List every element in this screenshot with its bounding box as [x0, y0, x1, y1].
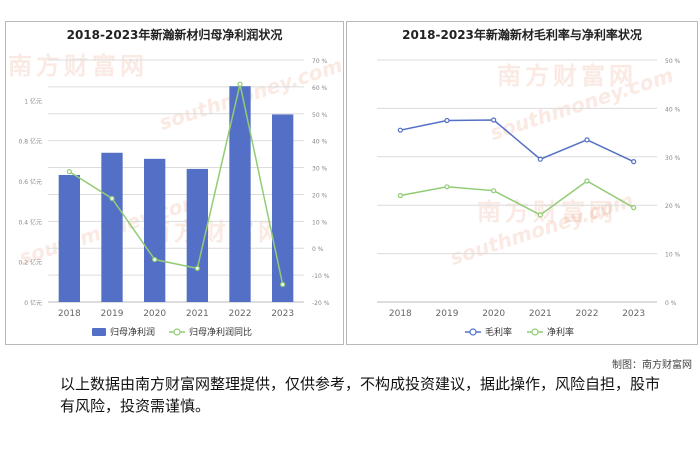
line-point: [152, 256, 158, 263]
chart-panel-net-profit: 南方财富网 南方财富网 southmoney.com southmoney.co…: [5, 21, 344, 345]
line-point: [491, 117, 497, 123]
line-point: [537, 212, 543, 218]
line-point: [584, 178, 590, 184]
line-point: [444, 184, 450, 190]
y-right-tick-label: 20 %: [312, 192, 328, 199]
bar: [144, 158, 166, 302]
x-tick-label: 2019: [436, 309, 459, 319]
y-right-tick-label: 60 %: [312, 85, 328, 92]
y-right-tick-label: 40 %: [665, 106, 681, 113]
bar: [229, 86, 251, 302]
legend-swatch-point: [173, 328, 181, 336]
line-point: [194, 265, 200, 271]
bar: [101, 152, 123, 302]
y-left-tick-label: 0 亿元: [24, 299, 42, 307]
legend-label: 归母净利润: [110, 326, 155, 338]
legend-swatch-point: [469, 328, 477, 336]
legend-swatch-point: [531, 328, 539, 336]
y-right-tick-label: 10 %: [312, 219, 328, 226]
x-tick-label: 2018: [58, 309, 81, 319]
x-tick-label: 2020: [143, 309, 166, 319]
y-right-tick-label: 50 %: [312, 112, 328, 119]
line-point: [631, 159, 637, 165]
y-left-tick-label: 0.2 亿元: [19, 259, 42, 267]
series-line: [400, 180, 635, 216]
line-point: [237, 81, 243, 87]
disclaimer-text: 以上数据由南方财富网整理提供，仅供参考，不构成投资建议，据此操作，风险自担，股市…: [60, 375, 661, 415]
line-point: [584, 137, 590, 143]
x-tick-label: 2020: [482, 309, 505, 319]
line-point: [397, 127, 403, 133]
y-right-tick-label: 20 %: [665, 203, 681, 210]
y-right-tick-label: 40 %: [312, 139, 328, 146]
bar: [58, 174, 80, 302]
x-tick-label: 2018: [389, 309, 412, 319]
series-line-yoy: [68, 84, 284, 285]
series-line: [400, 119, 634, 163]
line-point: [280, 281, 286, 288]
legend-label: 毛利率: [485, 326, 512, 338]
x-tick-label: 2019: [101, 309, 124, 319]
bar: [186, 168, 208, 302]
y-right-tick-label: -20 %: [312, 300, 330, 307]
x-tick-label: 2022: [576, 309, 599, 319]
line-point: [109, 195, 115, 202]
y-left-tick-label: 0.8 亿元: [19, 138, 42, 146]
y-right-tick-label: 50 %: [665, 58, 681, 65]
y-left-tick-label: 0.6 亿元: [19, 178, 42, 186]
net-profit-chart: -20 % -10 % 0 % 10 % 20 % 30 % 40 % 50 % 60 % 70 …: [19, 58, 330, 338]
chart-panel-margins: 南方财富网 南方财富网 southmoney.com southmoney.co…: [346, 21, 698, 345]
chart-credit: 制图：南方财富网: [612, 360, 692, 371]
line-point: [397, 192, 403, 199]
y-left-tick-label: 0.4 亿元: [19, 218, 42, 226]
y-right-tick-label: 10 %: [665, 252, 681, 259]
margins-chart: 0 % 10 % 20 % 30 % 40 % 50 % 2018 2019 2020 2021 2…: [377, 58, 681, 338]
y-right-tick-label: 70 %: [312, 58, 328, 65]
x-tick-label: 2022: [229, 309, 252, 319]
line-point: [537, 156, 543, 162]
y-right-tick-label: 0 %: [665, 300, 677, 307]
x-tick-label: 2021: [529, 309, 552, 319]
bar: [272, 114, 294, 302]
y-right-tick-label: 30 %: [312, 166, 328, 173]
y-right-tick-label: 30 %: [665, 155, 681, 162]
legend-swatch-bar: [92, 328, 106, 336]
line-point: [66, 168, 72, 175]
line-point: [444, 117, 450, 124]
x-tick-label: 2023: [271, 309, 294, 319]
y-left-tick-label: 1 亿元: [24, 97, 42, 105]
x-tick-label: 2021: [186, 309, 209, 319]
y-right-tick-label: 0 %: [312, 246, 324, 253]
line-point: [631, 205, 637, 211]
legend-label: 归母净利润同比: [189, 326, 252, 338]
line-point: [491, 188, 497, 194]
legend-label: 净利率: [547, 326, 574, 338]
chart-title: 2018-2023年新瀚新材毛利率与净利率状况: [402, 28, 642, 42]
x-tick-label: 2023: [622, 309, 645, 319]
chart-title: 2018-2023年新瀚新材归母净利润状况: [66, 28, 283, 42]
y-right-tick-label: -10 %: [312, 273, 330, 280]
